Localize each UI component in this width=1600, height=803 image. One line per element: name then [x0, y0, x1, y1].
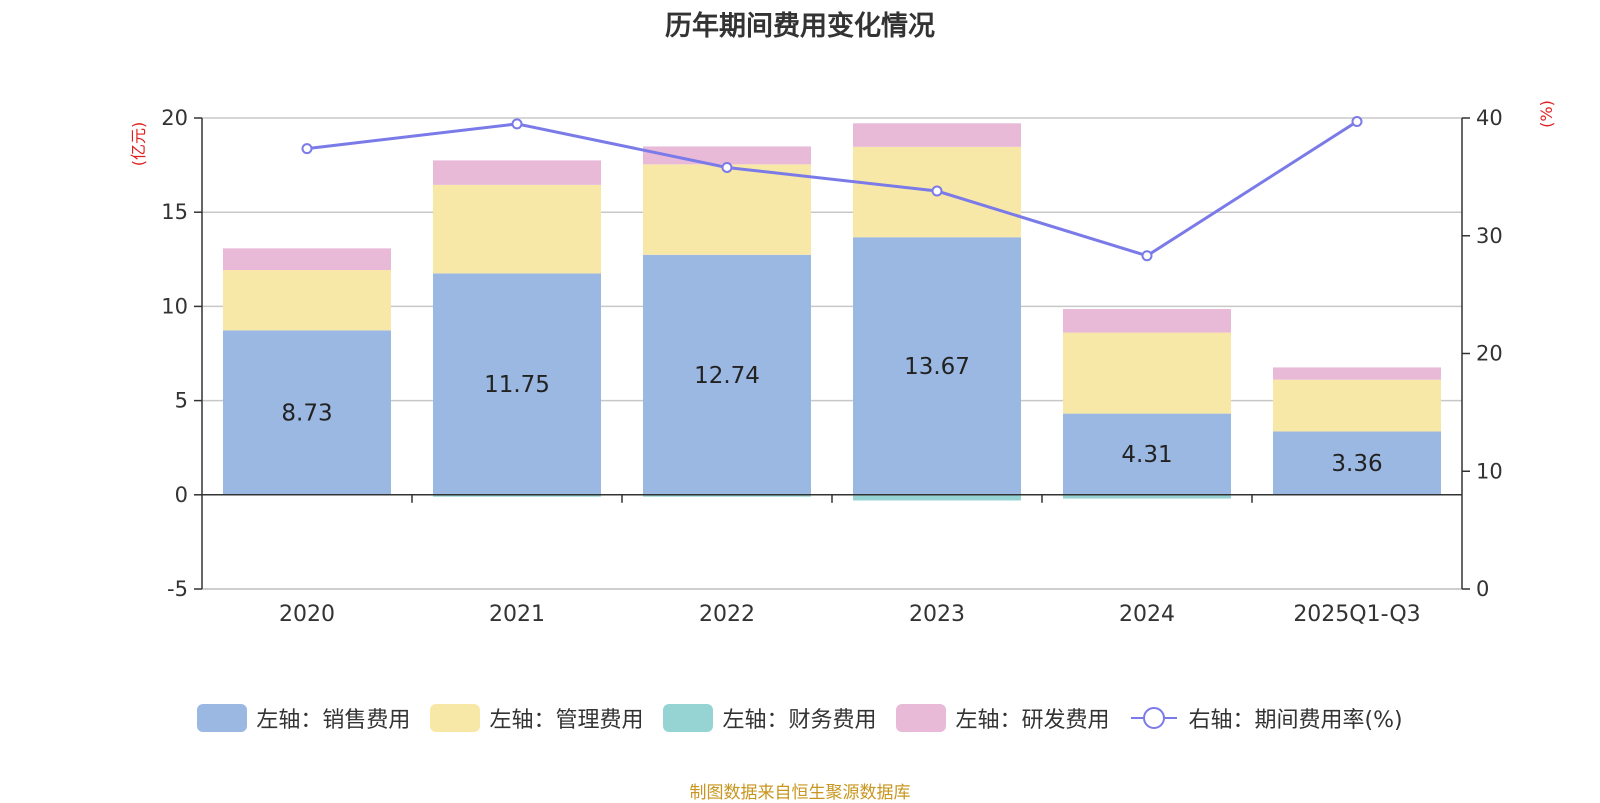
data-label-sales-2021: 11.75: [484, 372, 550, 398]
bar-admin-2025Q1-Q3: [1273, 379, 1441, 432]
source-note: 制图数据来自恒生聚源数据库: [689, 783, 911, 803]
bar-rnd-2020: [223, 248, 391, 271]
rate-point-2023: [931, 185, 943, 197]
right-tick-label-10: 10: [1476, 459, 1503, 483]
left-tick-label--5: -5: [167, 577, 188, 601]
legend-swatch-admin: [430, 704, 481, 732]
bar-admin-2020: [223, 270, 391, 331]
bar-finance-2021: [433, 494, 601, 497]
x-tick-label-2021: 2021: [489, 602, 545, 627]
bar-admin-2024: [1063, 332, 1231, 414]
bar-sales-2020: [223, 330, 391, 495]
legend-label-rate: 右轴：期间费用率(%): [1188, 708, 1403, 733]
data-label-sales-2023: 13.67: [904, 354, 970, 380]
bar-admin-2022: [643, 164, 811, 255]
rate-point-2025Q1-Q3: [1351, 116, 1363, 128]
bar-admin-2021: [433, 184, 601, 274]
axes: -5 0 5 10 15 20 0 10 20 30 40 (亿元) (%) 2020 2021 2022 20…: [129, 100, 1556, 627]
bar-sales-2022: [643, 254, 811, 495]
left-tick-label-15: 15: [161, 200, 188, 224]
data-label-sales-2025Q1-Q3: 3.36: [1331, 451, 1382, 477]
left-tick-label-20: 20: [161, 106, 188, 130]
x-tick-label-2022: 2022: [699, 602, 755, 627]
rate-point-2022: [721, 161, 733, 173]
bar-sales-2024: [1063, 413, 1231, 495]
right-tick-label-30: 30: [1476, 224, 1503, 248]
left-axis-title: (亿元): [129, 122, 148, 167]
bar-sales-2023: [853, 237, 1021, 495]
data-label-sales-2024: 4.31: [1121, 442, 1172, 468]
legend-item-rate[interactable]: 右轴：期间费用率(%): [1129, 702, 1403, 734]
rate-point-2024: [1141, 250, 1153, 262]
legend-swatch-rnd: [896, 704, 947, 732]
bar-sales-2025Q1-Q3: [1273, 431, 1441, 495]
legend-swatch-finance: [663, 704, 714, 732]
right-tick-label-20: 20: [1476, 342, 1503, 366]
right-tick-label-0: 0: [1476, 577, 1489, 601]
bar-rnd-2021: [433, 160, 601, 185]
bar-layer: [223, 123, 1441, 501]
legend-label-sales: 左轴：销售费用: [256, 708, 411, 733]
legend-label-rnd: 左轴：研发费用: [955, 708, 1110, 733]
legend-label-finance: 左轴：财务费用: [722, 708, 877, 733]
chart-title: 历年期间费用变化情况: [665, 11, 935, 42]
left-tick-label-0: 0: [175, 483, 188, 507]
bar-finance-2023: [853, 494, 1021, 501]
bar-sales-2021: [433, 273, 601, 495]
legend-item-sales[interactable]: 左轴：销售费用: [197, 702, 410, 734]
x-tick-label-2024: 2024: [1119, 602, 1175, 627]
x-tick-label-2023: 2023: [909, 602, 965, 627]
legend-item-admin[interactable]: 左轴：管理费用: [430, 702, 643, 734]
data-label-sales-2020: 8.73: [281, 401, 332, 427]
legend-label-admin: 左轴：管理费用: [489, 708, 644, 733]
rate-line-layer: [301, 116, 1363, 262]
bar-finance-2024: [1063, 494, 1231, 499]
right-tick-label-40: 40: [1476, 106, 1503, 130]
rate-line: [306, 120, 1358, 258]
x-tick-label-2025Q1-Q3: 2025Q1-Q3: [1293, 602, 1420, 627]
legend-item-rnd[interactable]: 左轴：研发费用: [896, 702, 1109, 734]
x-tick-label-2020: 2020: [279, 602, 335, 627]
rate-point-2020: [301, 143, 313, 155]
data-label-sales-2022: 12.74: [694, 363, 760, 389]
rate-point-2021: [511, 118, 523, 130]
right-axis-title: (%): [1537, 100, 1556, 128]
left-tick-label-10: 10: [161, 294, 188, 318]
data-labels: 8.73 11.75 12.74 13.67 4.31 3.36: [281, 354, 1382, 477]
legend-line-rate-icon: [1131, 707, 1178, 729]
legend-item-finance[interactable]: 左轴：财务费用: [663, 702, 876, 734]
bar-finance-2022: [643, 494, 811, 497]
legend: 左轴：销售费用 左轴：管理费用 左轴：财务费用 左轴：研发费用 右轴：期间费用率…: [0, 702, 1600, 734]
legend-swatch-sales: [197, 704, 248, 732]
left-tick-label-5: 5: [175, 389, 188, 413]
bar-rnd-2024: [1063, 309, 1231, 333]
bar-rnd-2023: [853, 123, 1021, 147]
bar-rnd-2025Q1-Q3: [1273, 367, 1441, 380]
